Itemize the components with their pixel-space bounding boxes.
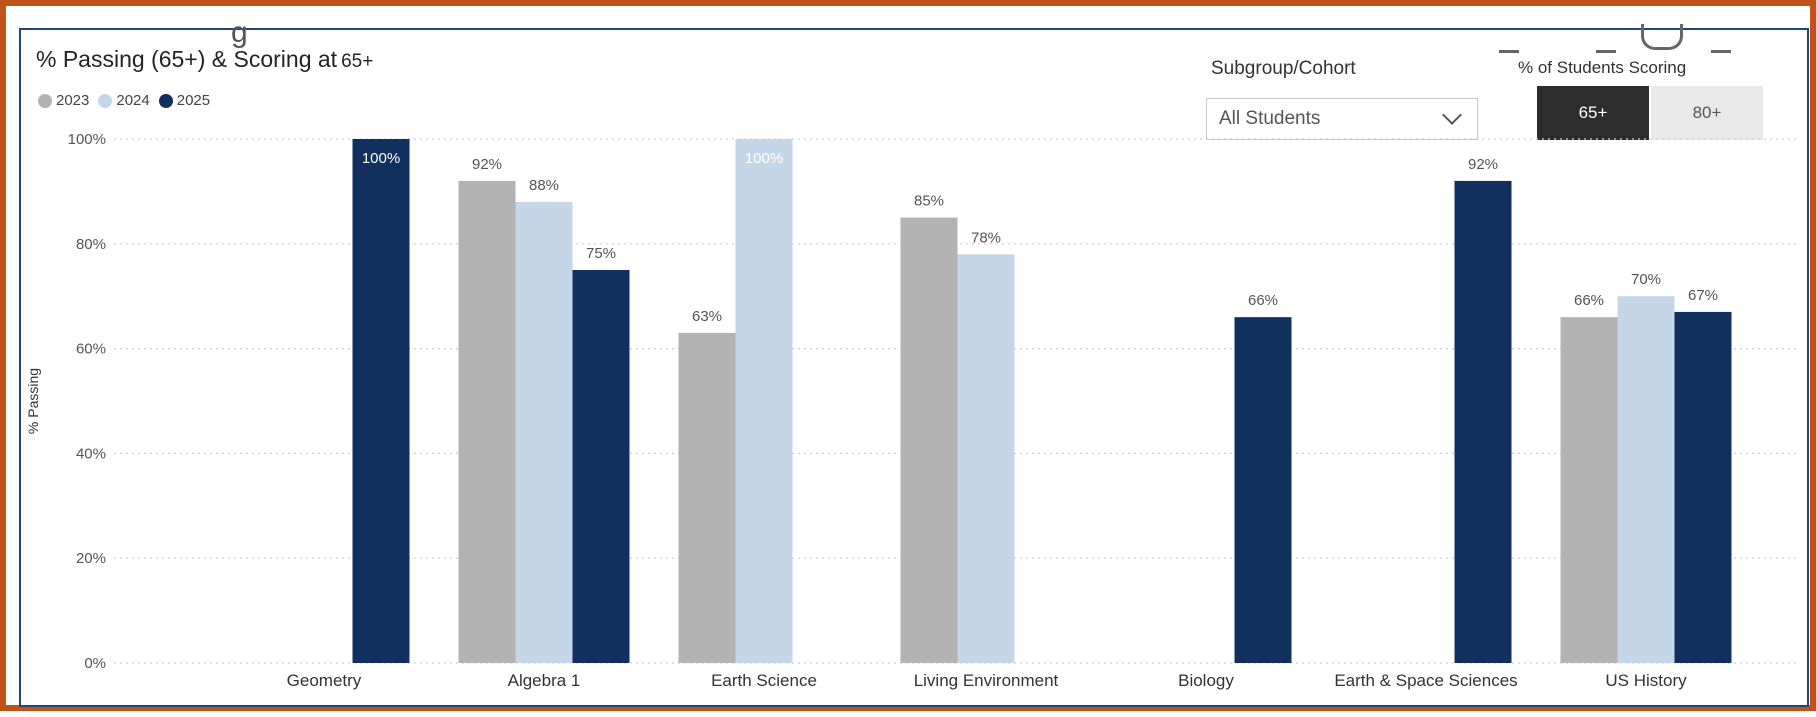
chart-title: % Passing (65+) & Scoring at 65+ <box>36 46 373 73</box>
bar <box>515 201 573 663</box>
data-label: 70% <box>1631 271 1661 288</box>
subgroup-dropdown-value: All Students <box>1219 108 1321 129</box>
clipped-header-text: g <box>231 16 248 49</box>
chart-title-suffix: 65+ <box>341 51 374 72</box>
legend-item-2024[interactable]: 2024 <box>98 92 150 109</box>
legend: 2023 2024 2025 <box>38 92 219 109</box>
x-tick-label: Earth Science <box>711 671 817 690</box>
x-tick-label: Algebra 1 <box>508 671 581 690</box>
bar <box>1234 317 1292 663</box>
data-label: 88% <box>529 177 559 194</box>
y-tick-label: 100% <box>68 131 106 148</box>
toggle-65-button[interactable]: 65+ <box>1537 86 1649 140</box>
bar <box>458 180 516 664</box>
bar <box>1674 311 1732 663</box>
legend-label: 2025 <box>176 92 211 109</box>
bar <box>900 217 958 663</box>
data-label: 92% <box>1468 156 1498 173</box>
legend-swatch <box>158 93 173 108</box>
data-label: 66% <box>1248 292 1278 309</box>
legend-item-2023[interactable]: 2023 <box>38 92 89 109</box>
legend-item-2025[interactable]: 2025 <box>158 92 211 109</box>
bar <box>957 254 1015 663</box>
divider <box>1596 50 1616 53</box>
y-tick-label: 0% <box>84 655 106 672</box>
bar <box>352 139 410 663</box>
data-label: 63% <box>692 308 722 325</box>
toggle-80-button[interactable]: 80+ <box>1651 86 1763 140</box>
data-label: 100% <box>745 150 783 167</box>
x-tick-label: Biology <box>1178 671 1234 690</box>
scoring-toggle-label: % of Students Scoring <box>1518 58 1687 77</box>
data-label: 67% <box>1688 287 1718 304</box>
legend-swatch <box>98 93 113 108</box>
bar-chart: 0% 20% 40% 60% 80% 100% Geometry 100% Algebra 1 9… <box>68 131 1796 690</box>
subgroup-dropdown[interactable]: All Students <box>1206 98 1478 140</box>
x-tick-label: Earth & Space Sciences <box>1334 671 1517 690</box>
y-tick-label: 80% <box>76 236 106 253</box>
data-label: 75% <box>586 245 616 262</box>
data-label: 100% <box>362 150 400 167</box>
divider <box>1711 50 1731 53</box>
bar <box>678 332 736 663</box>
bar <box>1617 296 1675 663</box>
focus-mode-icon[interactable] <box>1641 24 1683 50</box>
x-tick-label: US History <box>1605 671 1687 690</box>
bar <box>572 270 630 663</box>
y-tick-label: 20% <box>76 550 106 567</box>
x-tick-label: Geometry <box>287 671 362 690</box>
data-label: 66% <box>1574 292 1604 309</box>
subgroup-slicer-label: Subgroup/Cohort <box>1211 58 1356 79</box>
legend-label: 2023 <box>56 92 90 109</box>
chart-title-text: % Passing (65+) & Scoring at <box>36 46 338 72</box>
data-label: 78% <box>971 229 1001 246</box>
data-label: 85% <box>914 193 944 210</box>
bar <box>1454 180 1512 664</box>
y-tick-label: 60% <box>76 341 106 358</box>
divider <box>1499 50 1519 53</box>
bar <box>1560 317 1618 663</box>
data-label: 92% <box>472 156 502 173</box>
x-tick-label: Living Environment <box>914 671 1059 690</box>
legend-label: 2024 <box>116 92 150 109</box>
bar <box>735 139 793 663</box>
legend-swatch <box>38 93 52 108</box>
y-tick-label: 40% <box>76 445 106 462</box>
